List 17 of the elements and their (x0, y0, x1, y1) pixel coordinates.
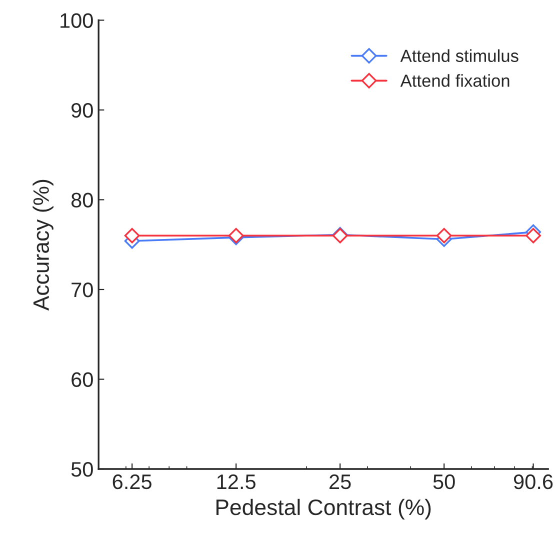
y-tick-label: 50 (71, 462, 93, 477)
point (436, 228, 452, 244)
x-tick-label: 25 (330, 474, 351, 490)
x-tick-label: 90.6 (514, 474, 553, 490)
x-axis-title: Pedestal Contrast (%) (216, 498, 431, 520)
y-tick-label: 100 (60, 13, 93, 28)
y-tick-label: 80 (71, 192, 93, 208)
x-tick-label: 50 (433, 474, 455, 490)
x-tick-label: 12.5 (217, 474, 256, 490)
point (124, 228, 140, 244)
y-tick-label: 60 (72, 372, 93, 388)
y-tick-label: 70 (72, 282, 93, 298)
y-axis-title: Accuracy (%) (32, 180, 54, 311)
x-tick-label: 6.25 (112, 474, 152, 490)
legend-label: Attend stimulus (400, 49, 518, 62)
legend-label: Attend fixation (400, 74, 510, 87)
y-tick-label: 90 (72, 102, 93, 118)
